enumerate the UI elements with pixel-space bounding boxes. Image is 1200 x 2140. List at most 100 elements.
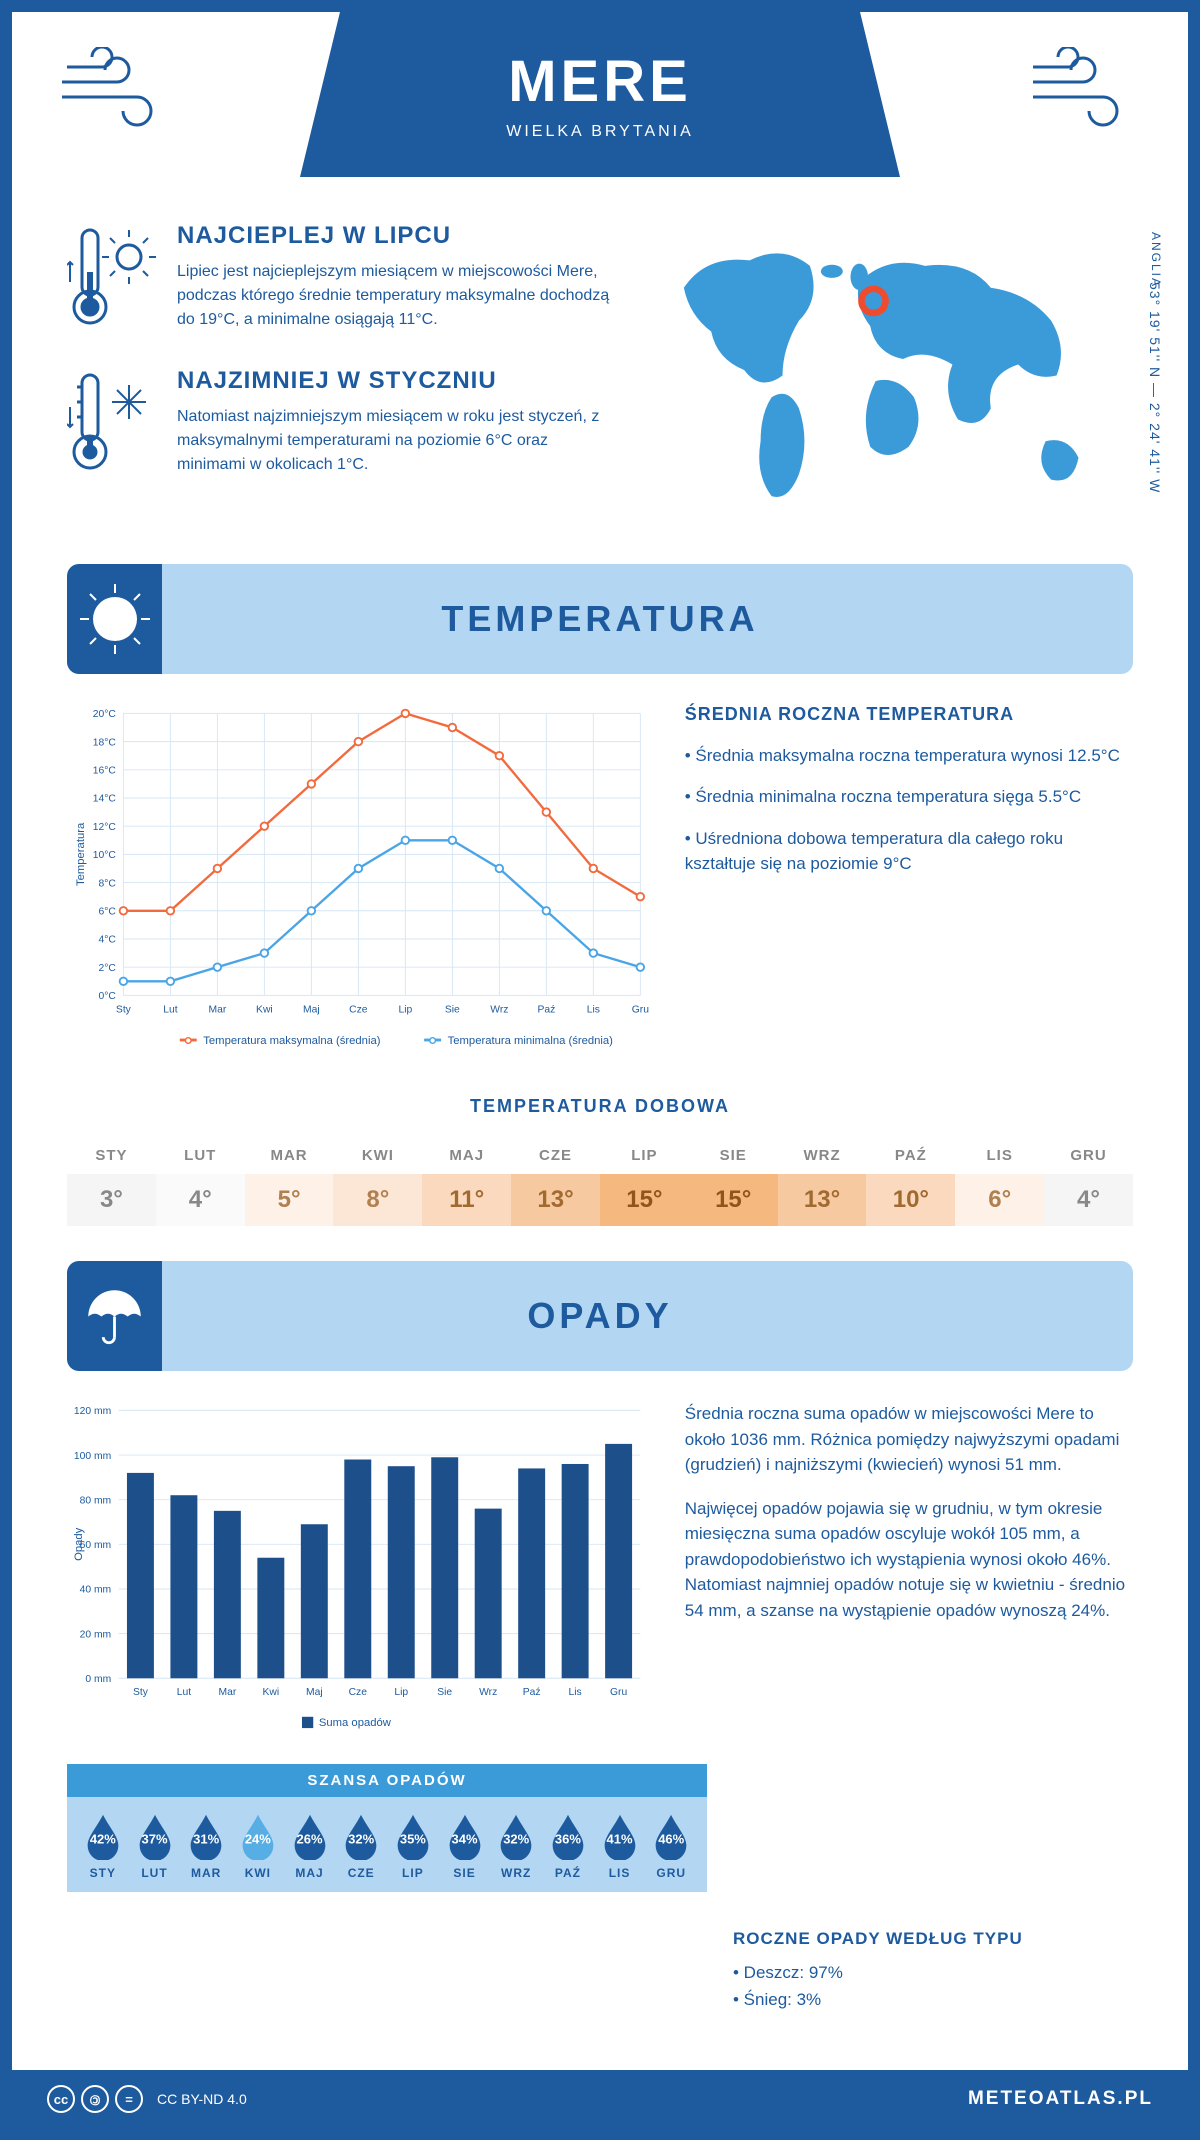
title-banner: MERE WIELKA BRYTANIA <box>340 12 860 177</box>
svg-text:Temperatura: Temperatura <box>75 822 87 886</box>
thermometer-snow-icon <box>67 367 157 482</box>
daily-month-cell: PAŹ <box>866 1135 955 1174</box>
raindrop-icon: 32% <box>341 1812 381 1860</box>
svg-text:Temperatura minimalna (średnia: Temperatura minimalna (średnia) <box>448 1035 614 1047</box>
precipitation-section-header: OPADY <box>67 1261 1133 1371</box>
raindrop-icon: 46% <box>651 1812 691 1860</box>
svg-text:Sty: Sty <box>133 1687 149 1698</box>
intro-text-column: NAJCIEPLEJ W LIPCU Lipiec jest najcieple… <box>67 222 610 534</box>
daily-value-cell: 15° <box>689 1174 778 1226</box>
footer: cc 🄯 = CC BY-ND 4.0 METEOATLAS.PL <box>12 2070 1188 2128</box>
raindrop-icon: 34% <box>445 1812 485 1860</box>
chance-cell: 37% LUT <box>129 1812 181 1880</box>
svg-text:Sty: Sty <box>116 1004 132 1015</box>
svg-text:Paź: Paź <box>537 1004 555 1015</box>
wind-icon-left <box>62 47 172 153</box>
svg-text:8°C: 8°C <box>99 878 117 889</box>
svg-text:Lut: Lut <box>177 1687 191 1698</box>
svg-text:Suma opadów: Suma opadów <box>319 1717 392 1729</box>
svg-text:20°C: 20°C <box>93 709 117 720</box>
chance-cell: 46% GRU <box>645 1812 697 1880</box>
svg-text:0 mm: 0 mm <box>85 1674 111 1685</box>
raindrop-icon: 35% <box>393 1812 433 1860</box>
precip-para-2: Najwięcej opadów pojawia się w grudniu, … <box>685 1496 1133 1624</box>
temperature-body: 0°C2°C4°C6°C8°C10°C12°C14°C16°C18°C20°CS… <box>12 674 1188 1096</box>
svg-text:Gru: Gru <box>610 1687 627 1698</box>
svg-text:Sie: Sie <box>445 1004 460 1015</box>
svg-text:Gru: Gru <box>632 1004 649 1015</box>
chance-cell: 41% LIS <box>594 1812 646 1880</box>
svg-text:18°C: 18°C <box>93 737 117 748</box>
svg-text:Wrz: Wrz <box>479 1687 497 1698</box>
svg-text:Maj: Maj <box>303 1004 320 1015</box>
raindrop-icon: 42% <box>83 1812 123 1860</box>
warmest-text: Lipiec jest najcieplejszym miesiącem w m… <box>177 260 610 332</box>
svg-text:Lut: Lut <box>163 1004 177 1015</box>
temperature-summary: ŚREDNIA ROCZNA TEMPERATURA • Średnia mak… <box>685 704 1133 1066</box>
chance-cell: 32% CZE <box>335 1812 387 1880</box>
svg-text:120 mm: 120 mm <box>74 1406 111 1417</box>
svg-text:Cze: Cze <box>349 1004 368 1015</box>
daily-month-cell: MAJ <box>422 1135 511 1174</box>
daily-month-cell: WRZ <box>778 1135 867 1174</box>
raindrop-icon: 26% <box>290 1812 330 1860</box>
yearly-precip-type: ROCZNE OPADY WEDŁUG TYPU • Deszcz: 97% •… <box>733 1929 1133 2013</box>
daily-value-cell: 4° <box>1044 1174 1133 1226</box>
chance-cell: 24% KWI <box>232 1812 284 1880</box>
svg-text:6°C: 6°C <box>99 906 117 917</box>
country-name: WIELKA BRYTANIA <box>506 123 694 141</box>
precipitation-bar-chart: 0 mm20 mm40 mm60 mm80 mm100 mm120 mmStyL… <box>67 1401 650 1744</box>
temperature-line-chart: 0°C2°C4°C6°C8°C10°C12°C14°C16°C18°C20°CS… <box>67 704 650 1066</box>
coldest-title: NAJZIMNIEJ W STYCZNIU <box>177 367 610 395</box>
svg-text:Mar: Mar <box>208 1004 226 1015</box>
svg-text:Sie: Sie <box>437 1687 452 1698</box>
svg-text:Cze: Cze <box>349 1687 368 1698</box>
header: MERE WIELKA BRYTANIA <box>12 12 1188 212</box>
daily-month-cell: LUT <box>156 1135 245 1174</box>
chance-cell: 26% MAJ <box>284 1812 336 1880</box>
svg-text:Opady: Opady <box>73 1527 85 1561</box>
daily-value-cell: 13° <box>778 1174 867 1226</box>
chance-cell: 32% WRZ <box>490 1812 542 1880</box>
svg-text:Kwi: Kwi <box>263 1687 280 1698</box>
svg-text:100 mm: 100 mm <box>74 1451 111 1462</box>
svg-text:0°C: 0°C <box>99 991 117 1002</box>
svg-text:80 mm: 80 mm <box>80 1496 112 1507</box>
daily-value-cell: 4° <box>156 1174 245 1226</box>
daily-value-cell: 6° <box>955 1174 1044 1226</box>
svg-text:Temperatura maksymalna (średni: Temperatura maksymalna (średnia) <box>203 1035 380 1047</box>
daily-value-cell: 10° <box>866 1174 955 1226</box>
daily-value-cell: 11° <box>422 1174 511 1226</box>
svg-text:Kwi: Kwi <box>256 1004 273 1015</box>
daily-values-row: 3°4°5°8°11°13°15°15°13°10°6°4° <box>67 1174 1133 1226</box>
daily-months-row: STYLUTMARKWIMAJCZELIPSIEWRZPAŹLISGRU <box>67 1135 1133 1174</box>
coordinates: 53° 19' 51'' N — 2° 24' 41'' W <box>1147 282 1163 493</box>
svg-text:Lip: Lip <box>398 1004 412 1015</box>
daily-value-cell: 8° <box>333 1174 422 1226</box>
svg-text:20 mm: 20 mm <box>80 1629 112 1640</box>
svg-text:Wrz: Wrz <box>490 1004 508 1015</box>
license-text: CC BY-ND 4.0 <box>157 2091 247 2107</box>
daily-month-cell: LIS <box>955 1135 1044 1174</box>
precipitation-title: OPADY <box>527 1295 672 1337</box>
yearly-type-title: ROCZNE OPADY WEDŁUG TYPU <box>733 1929 1133 1949</box>
coldest-block: NAJZIMNIEJ W STYCZNIU Natomiast najzimni… <box>67 367 610 482</box>
chance-cell: 34% SIE <box>439 1812 491 1880</box>
world-map-icon <box>640 222 1133 529</box>
raindrop-icon: 24% <box>238 1812 278 1860</box>
daily-month-cell: MAR <box>245 1135 334 1174</box>
daily-value-cell: 13° <box>511 1174 600 1226</box>
daily-temperature: TEMPERATURA DOBOWA STYLUTMARKWIMAJCZELIP… <box>12 1096 1188 1261</box>
daily-temp-title: TEMPERATURA DOBOWA <box>67 1096 1133 1117</box>
daily-month-cell: KWI <box>333 1135 422 1174</box>
svg-text:14°C: 14°C <box>93 794 117 805</box>
svg-text:Lis: Lis <box>569 1687 582 1698</box>
chance-cell: 42% STY <box>77 1812 129 1880</box>
city-name: MERE <box>508 48 692 115</box>
avg-temp-bullet-2: • Średnia minimalna roczna temperatura s… <box>685 784 1133 810</box>
precip-chance: SZANSA OPADÓW 42% STY 37% LUT 31% MAR 24… <box>67 1764 707 1892</box>
chance-cell: 36% PAŹ <box>542 1812 594 1880</box>
wind-icon-right <box>1028 47 1138 153</box>
sun-icon <box>67 564 162 674</box>
cc-icon: cc <box>47 2085 75 2113</box>
